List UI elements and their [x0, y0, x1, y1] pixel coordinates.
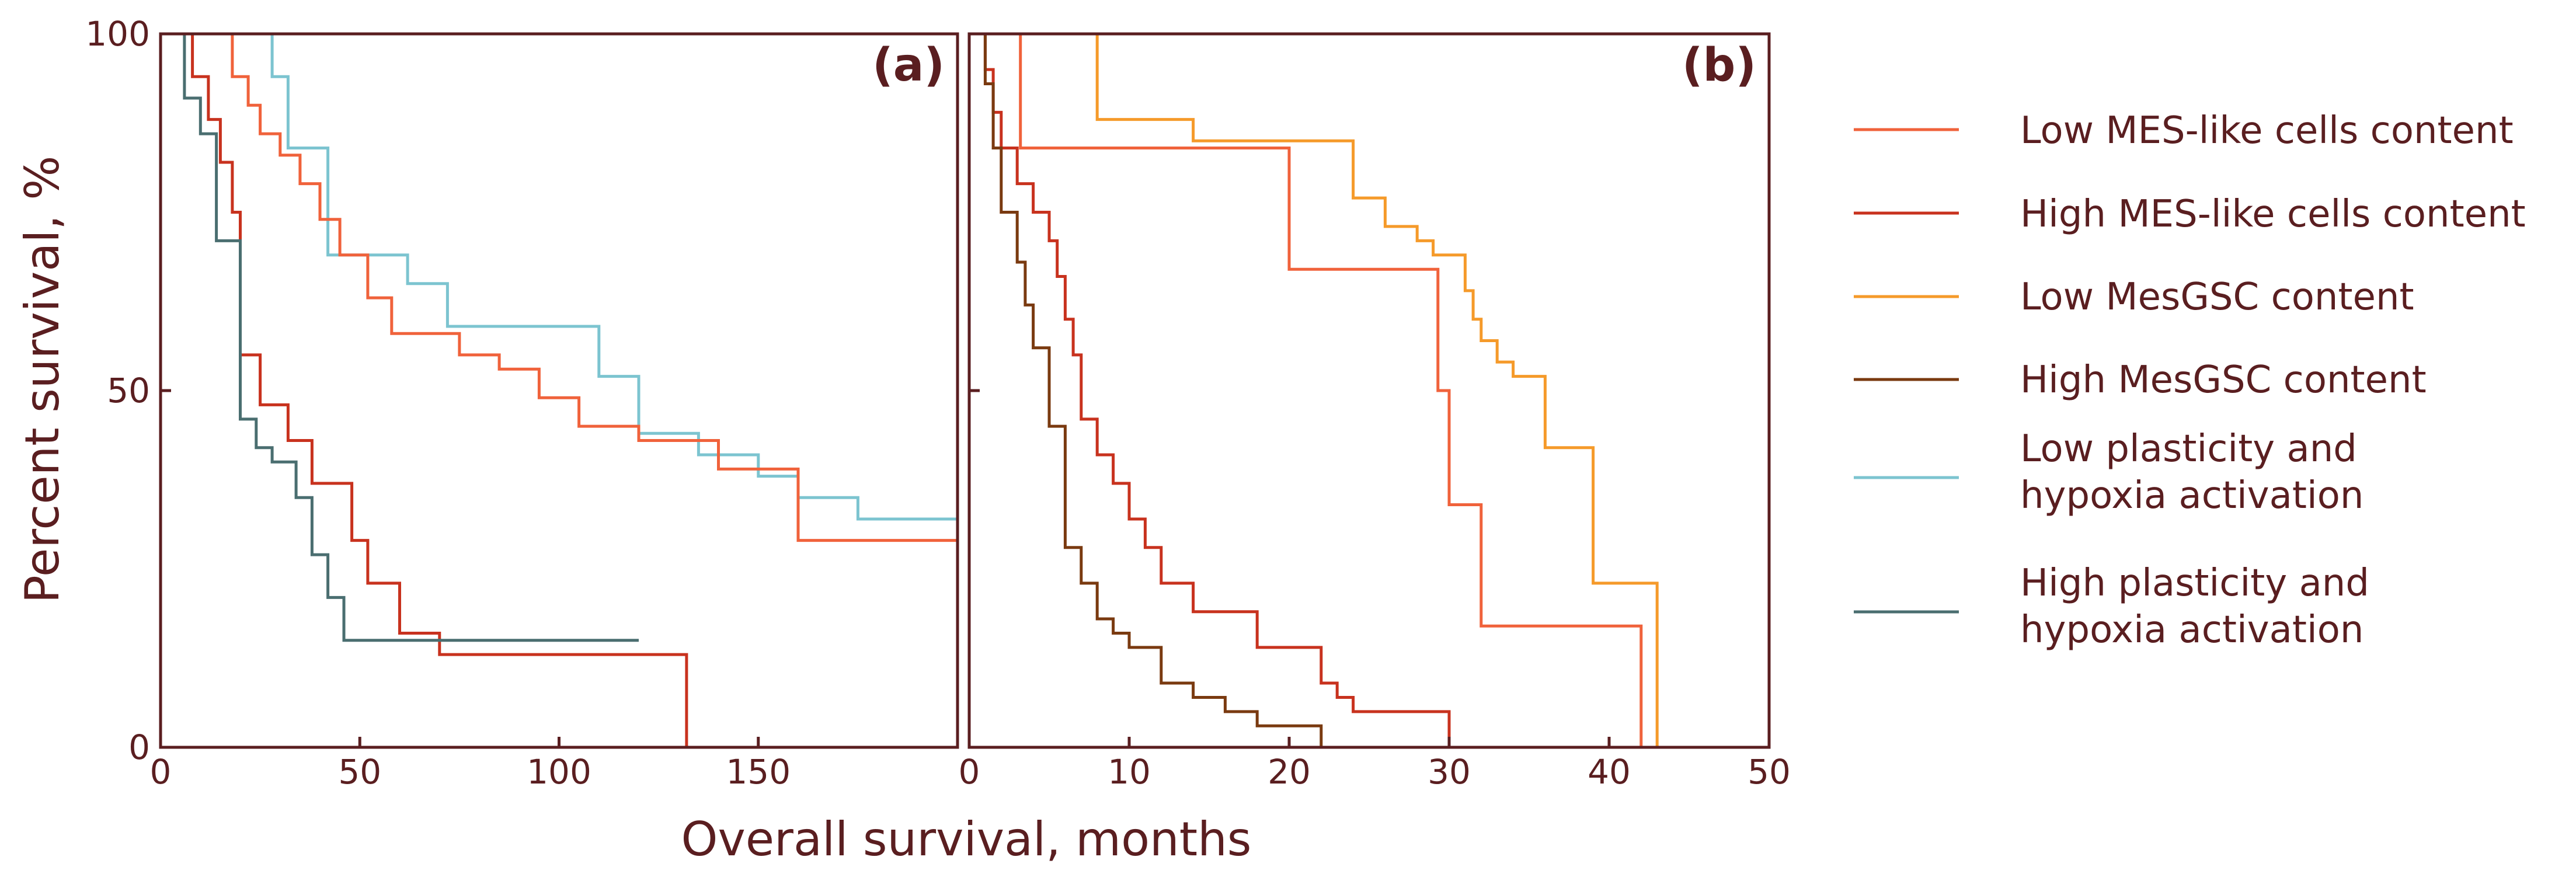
legend-label-low-plasticity: hypoxia activation	[2020, 474, 2363, 517]
x-tick-label-b-30: 30	[1428, 752, 1471, 792]
legend-label-low-plasticity: Low plasticity and	[2020, 427, 2357, 471]
x-tick-label-b-50: 50	[1747, 752, 1791, 792]
panel-b: 0 10 20 30 40 50 (b)	[959, 32, 1791, 792]
series-line-a-low-plasticity	[161, 32, 958, 521]
series-line-b-high-mes	[969, 32, 1451, 747]
x-tick-label-b-20: 20	[1268, 752, 1311, 792]
legend-label-high-plasticity: High plasticity and	[2020, 562, 2369, 605]
y-tick-label-a-100: 100	[85, 14, 150, 54]
y-tick-label-a-0: 0	[128, 727, 150, 767]
series-line-a-low-mes	[161, 32, 958, 542]
panel-a: 0 50 100 150 0 50 100 (a)	[85, 14, 959, 792]
legend-label-high-mesgsc: High MesGSC content	[2020, 358, 2427, 402]
x-tick-label-a-0: 0	[150, 752, 172, 792]
series-line-b-low-mes	[969, 32, 1643, 747]
legend: Low MES-like cells content High MES-like …	[1854, 109, 2526, 652]
panel-label-a: (a)	[872, 39, 945, 92]
x-tick-label-b-0: 0	[959, 752, 980, 792]
legend-label-high-plasticity: hypoxia activation	[2020, 608, 2363, 652]
y-tick-label-a-50: 50	[107, 371, 150, 410]
x-tick-label-a-150: 150	[726, 752, 791, 792]
x-tick-label-a-100: 100	[527, 752, 591, 792]
legend-label-low-mes: Low MES-like cells content	[2020, 109, 2514, 152]
series-line-a-high-mes	[161, 32, 688, 747]
x-tick-label-b-10: 10	[1108, 752, 1151, 792]
x-tick-label-a-50: 50	[338, 752, 381, 792]
series-line-b-high-mesgsc	[969, 32, 1323, 747]
legend-label-low-mesgsc: Low MesGSC content	[2020, 276, 2414, 319]
y-axis-label: Percent survival, %	[15, 156, 69, 604]
series-line-b-low-mesgsc	[969, 32, 1659, 747]
panel-label-b: (b)	[1682, 39, 1756, 92]
plot-frame-b	[967, 32, 1771, 749]
series-line-a-high-plasticity	[161, 32, 639, 642]
x-tick-label-b-40: 40	[1588, 752, 1631, 792]
legend-label-high-mes: High MES-like cells content	[2020, 193, 2526, 236]
x-axis-label: Overall survival, months	[681, 812, 1252, 866]
